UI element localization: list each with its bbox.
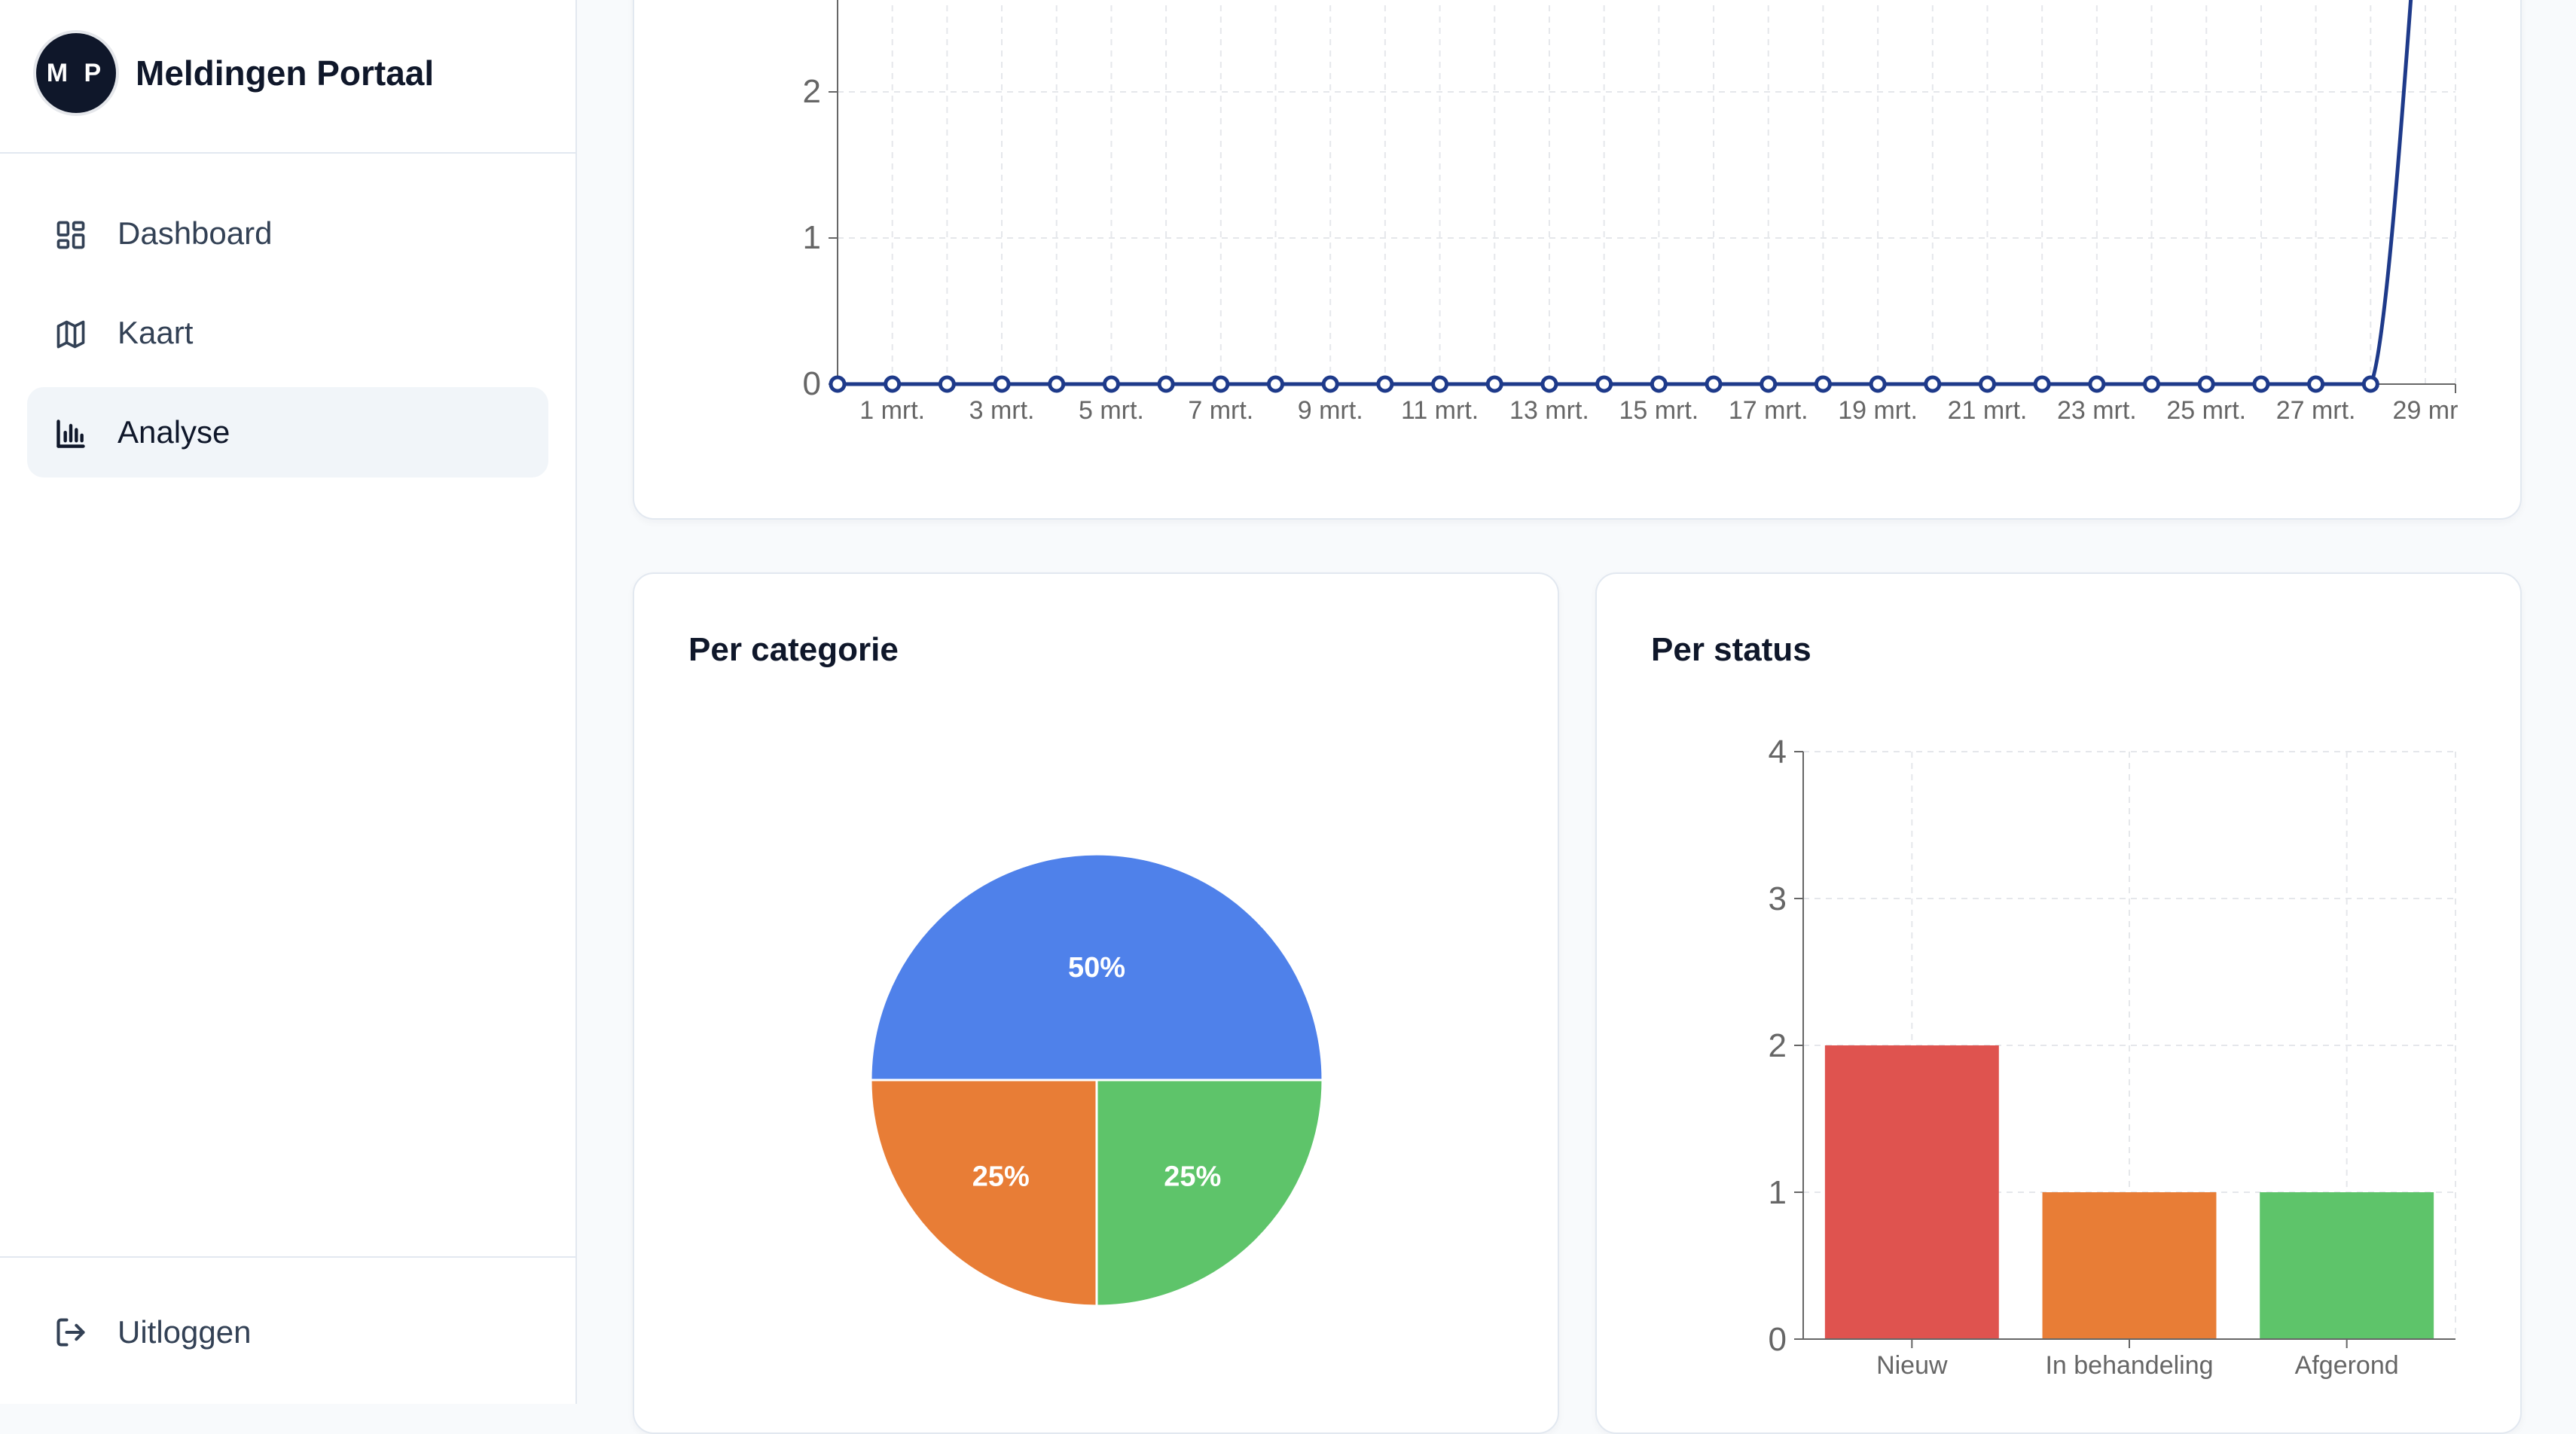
bar — [2042, 1192, 2217, 1339]
data-point — [1760, 375, 1778, 393]
data-point — [1157, 375, 1175, 393]
data-point — [1212, 375, 1230, 393]
x-tick-label: 21 mrt. — [1948, 396, 2028, 425]
status-bar-chart: 0 1 2 3 4 Nieuw In behandeling Afgerond — [1769, 734, 2456, 1380]
x-tick-label: 19 mrt. — [1838, 396, 1918, 425]
sidebar-item-kaart[interactable]: Kaart — [27, 288, 548, 378]
x-tick-label: 11 mrt. — [1401, 396, 1479, 425]
app-logo-avatar: M P — [36, 33, 116, 113]
y-tick-label: 0 — [803, 365, 821, 402]
sidebar-item-analyse[interactable]: Analyse — [27, 387, 548, 477]
y-tick-label: 3 — [1769, 880, 1787, 917]
brand-header: M P Meldingen Portaal — [0, 0, 575, 154]
bar — [2260, 1192, 2434, 1339]
x-tick-label: 23 mrt. — [2057, 396, 2137, 425]
y-tick-label: 1 — [803, 219, 821, 256]
x-tick-label: 25 mrt. — [2166, 396, 2246, 425]
data-point — [1048, 375, 1066, 393]
pie-slice — [869, 1079, 1098, 1307]
data-point — [1102, 375, 1120, 393]
data-point — [884, 375, 902, 393]
data-point — [1431, 375, 1449, 393]
data-point — [2143, 375, 2161, 393]
data-point — [2088, 375, 2106, 393]
x-tick-label: 9 mrt. — [1298, 396, 1363, 425]
data-point — [1705, 375, 1723, 393]
pie-slice — [869, 853, 1324, 1082]
x-tick-label: 3 mrt. — [969, 396, 1035, 425]
category-chart-title: Per categorie — [688, 631, 899, 668]
series-line — [838, 0, 2413, 386]
category-pie-chart: 50% 25% 25% — [869, 853, 1324, 1307]
y-tick-label: 2 — [1769, 1027, 1787, 1064]
data-point — [993, 375, 1011, 393]
data-point — [1869, 375, 1887, 393]
x-tick-label: 7 mrt. — [1188, 396, 1253, 425]
sidebar: M P Meldingen Portaal Dashboard Kaart An… — [0, 0, 577, 1404]
logout-button[interactable]: Uitloggen — [27, 1291, 548, 1374]
data-point — [2033, 375, 2051, 393]
bar-chart-icon — [56, 420, 85, 448]
data-point — [2252, 375, 2270, 393]
data-point — [1978, 375, 1996, 393]
data-point — [2197, 375, 2215, 393]
y-tick-label: 0 — [1769, 1321, 1787, 1358]
x-tick-label: In behandeling — [2045, 1351, 2213, 1380]
sidebar-item-label: Kaart — [118, 315, 194, 350]
pie-slice-label: 50% — [1068, 952, 1125, 984]
x-tick-label: 15 mrt. — [1619, 396, 1699, 425]
data-point — [2307, 375, 2325, 393]
data-point — [1267, 375, 1285, 393]
data-point — [1924, 375, 1942, 393]
x-tick-label: 5 mrt. — [1079, 396, 1144, 425]
sidebar-item-label: Analyse — [118, 414, 230, 450]
x-tick-label: 13 mrt. — [1509, 396, 1589, 425]
y-tick-label: 2 — [803, 73, 821, 110]
sidebar-footer: Uitloggen — [0, 1256, 575, 1405]
x-tick-label: Afgerond — [2295, 1351, 2399, 1380]
pie-slice-label: 25% — [972, 1161, 1030, 1192]
x-tick-label: Nieuw — [1876, 1351, 1948, 1380]
data-point — [1814, 375, 1832, 393]
data-point — [2361, 375, 2379, 393]
pie-slice-label: 25% — [1164, 1161, 1221, 1192]
y-tick-label: 4 — [1769, 734, 1787, 770]
x-tick-label: 27 mrt. — [2276, 396, 2356, 425]
data-point — [1321, 375, 1339, 393]
pie-slice — [1095, 1079, 1324, 1307]
dashboard-icon — [56, 221, 85, 249]
y-tick-label: 1 — [1769, 1174, 1787, 1211]
data-point — [1485, 375, 1503, 393]
logout-label: Uitloggen — [118, 1314, 252, 1350]
data-point — [1540, 375, 1558, 393]
data-point — [938, 375, 956, 393]
x-tick-label: 29 mr — [2393, 396, 2458, 425]
data-point — [1376, 375, 1394, 393]
status-bar-card: Per status 0 1 2 3 4 Nieuw In behandeling Afger… — [1595, 572, 2522, 1434]
bar — [1824, 1045, 1999, 1339]
app-name: Meldingen Portaal — [136, 53, 435, 93]
sidebar-item-label: Dashboard — [118, 215, 273, 251]
status-chart-title: Per status — [1651, 631, 1811, 668]
sidebar-item-dashboard[interactable]: Dashboard — [27, 188, 548, 279]
data-point — [1650, 375, 1668, 393]
logout-icon — [56, 1318, 85, 1347]
data-point — [829, 375, 847, 393]
map-icon — [56, 320, 85, 349]
x-tick-label: 17 mrt. — [1729, 396, 1808, 425]
x-tick-label: 1 mrt. — [859, 396, 925, 425]
category-pie-card: Per categorie 50% 25% 25% — [633, 572, 1559, 1434]
data-point — [1595, 375, 1613, 393]
